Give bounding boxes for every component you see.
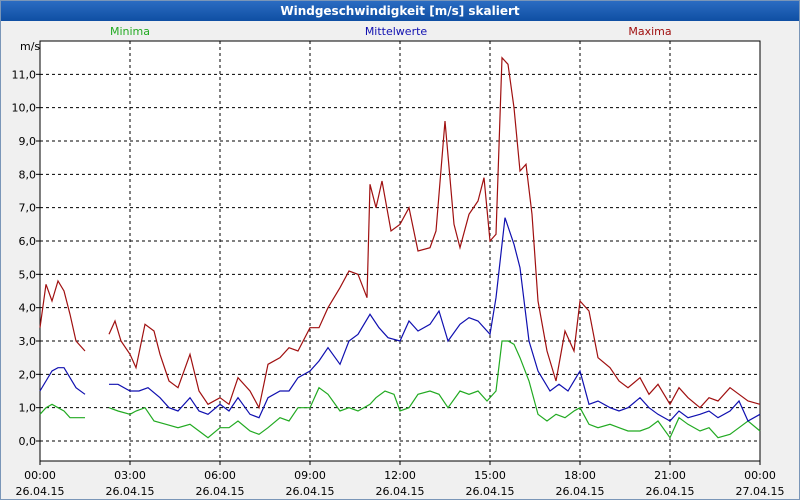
y-tick-label: 10,0 (12, 102, 37, 115)
x-tick-time: 00:00 (744, 469, 776, 482)
y-tick-label: 1,0 (19, 402, 37, 415)
series-maxima (39, 56, 761, 410)
x-tick-time: 06:00 (204, 469, 236, 482)
x-tick-date: 26.04.15 (556, 485, 605, 498)
series-line-mittelwerte (109, 217, 761, 422)
x-tick-date: 26.04.15 (106, 485, 155, 498)
x-tick-time: 00:00 (24, 469, 56, 482)
series-line-mittelwerte (39, 367, 86, 395)
y-tick-label: 7,0 (19, 202, 37, 215)
x-tick-date: 26.04.15 (196, 485, 245, 498)
series-line-minima (108, 340, 761, 439)
x-tick-time: 09:00 (294, 469, 326, 482)
y-tick-label: 6,0 (19, 235, 37, 248)
x-tick-date: 26.04.15 (286, 485, 335, 498)
legend-mittelwerte: Mittelwerte (365, 25, 428, 38)
y-tick-label: 0,0 (19, 435, 37, 448)
series-minima (39, 340, 761, 439)
series-line-maxima (39, 279, 86, 352)
y-tick-label: 9,0 (19, 135, 37, 148)
y-tick-label: 2,0 (19, 368, 37, 381)
y-tick-label: 3,0 (19, 335, 37, 348)
y-tick-label: 4,0 (19, 302, 37, 315)
x-tick-time: 18:00 (564, 469, 596, 482)
y-tick-label: 11,0 (12, 68, 37, 81)
y-axis-label: m/s (20, 40, 40, 53)
y-tick-label: 5,0 (19, 268, 37, 281)
series-line-minima (39, 403, 85, 419)
series-mittelwerte (39, 217, 761, 422)
x-tick-time: 12:00 (384, 469, 416, 482)
x-tick-time: 15:00 (474, 469, 506, 482)
x-tick-time: 21:00 (654, 469, 686, 482)
y-tick-label: 8,0 (19, 168, 37, 181)
axis-ticks: 0,0 1,0 2,0 3,0 4,0 5,0 6,0 7,0 8,0 9,0 10,0 11,0 00… (12, 68, 785, 498)
series-line-maxima (108, 56, 761, 410)
x-tick-date: 26.04.15 (646, 485, 695, 498)
x-tick-time: 03:00 (114, 469, 146, 482)
window-title: Windgeschwindigkeit [m/s] skaliert (1, 1, 799, 21)
x-tick-date: 26.04.15 (376, 485, 425, 498)
x-tick-date: 26.04.15 (466, 485, 515, 498)
legend-maxima: Maxima (628, 25, 671, 38)
legend-minima: Minima (110, 25, 150, 38)
series-layer (39, 56, 761, 439)
x-tick-date: 27.04.15 (736, 485, 785, 498)
x-tick-date: 26.04.15 (16, 485, 65, 498)
